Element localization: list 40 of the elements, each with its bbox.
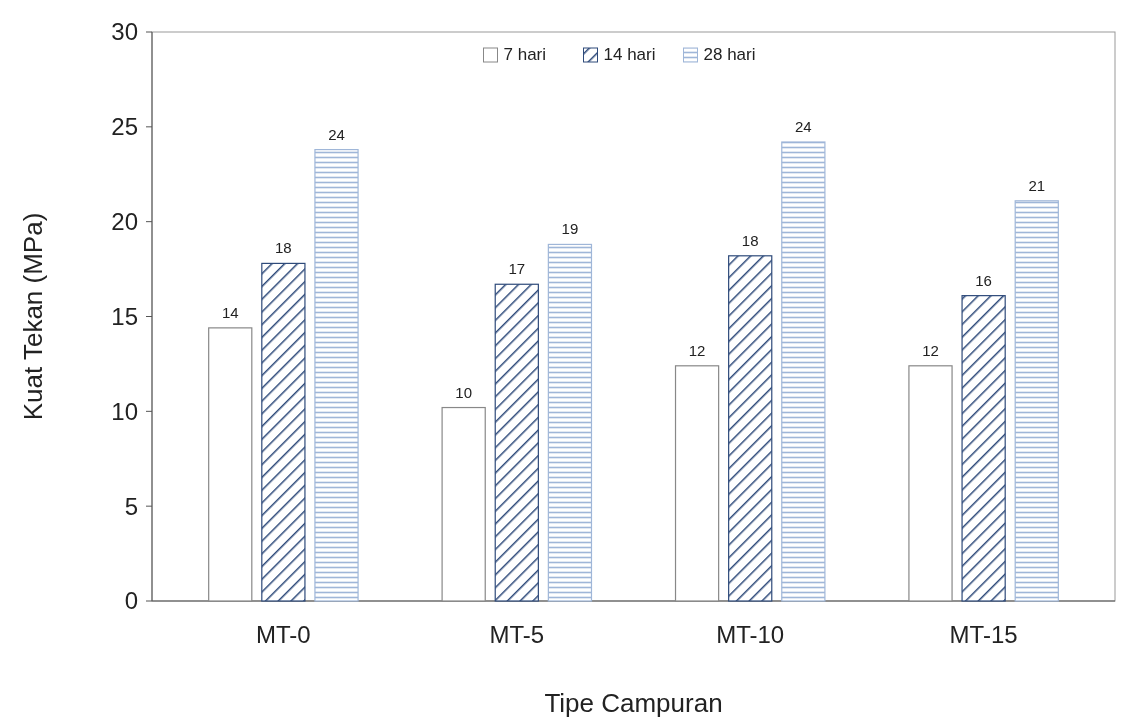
data-label: 12 — [922, 341, 939, 359]
bar — [674, 365, 720, 602]
data-label: 17 — [508, 260, 526, 278]
x-axis-title: Tipe Campuran — [544, 688, 723, 718]
bar — [961, 295, 1006, 602]
data-label: 24 — [794, 118, 812, 136]
x-tick-label: MT-15 — [949, 621, 1018, 648]
x-tick-label: MT-0 — [256, 621, 311, 648]
data-label: 18 — [741, 231, 759, 249]
y-tick-label: 30 — [111, 18, 138, 46]
bar — [781, 141, 826, 602]
bar — [547, 243, 593, 602]
bar — [261, 262, 306, 602]
y-tick-label: 0 — [124, 587, 138, 615]
x-tick-label: MT-5 — [489, 621, 545, 648]
bar — [908, 365, 953, 602]
y-axis-title: Kuat Tekan (MPa) — [18, 212, 48, 421]
bar — [441, 406, 486, 602]
y-tick-label: 10 — [111, 397, 138, 425]
bar — [494, 283, 539, 602]
legend-label: 14 hari — [603, 45, 656, 64]
bar — [728, 255, 773, 602]
bar — [1014, 200, 1059, 602]
y-tick-label: 15 — [111, 302, 138, 330]
data-label: 14 — [221, 303, 239, 321]
data-label: 18 — [275, 239, 292, 257]
bar — [208, 327, 253, 602]
data-label: 10 — [455, 383, 473, 401]
data-label: 12 — [688, 341, 706, 359]
legend-label: 28 hari — [703, 45, 756, 64]
data-label: 24 — [328, 125, 345, 143]
data-label: 21 — [1028, 176, 1046, 194]
data-label: 16 — [975, 271, 992, 289]
bar — [314, 148, 359, 602]
legend-label: 7 hari — [503, 45, 547, 64]
data-label: 19 — [561, 220, 579, 238]
y-tick-label: 5 — [124, 492, 138, 520]
y-tick-label: 20 — [111, 208, 138, 236]
y-tick-label: 25 — [111, 113, 138, 141]
x-tick-label: MT-10 — [716, 621, 785, 648]
